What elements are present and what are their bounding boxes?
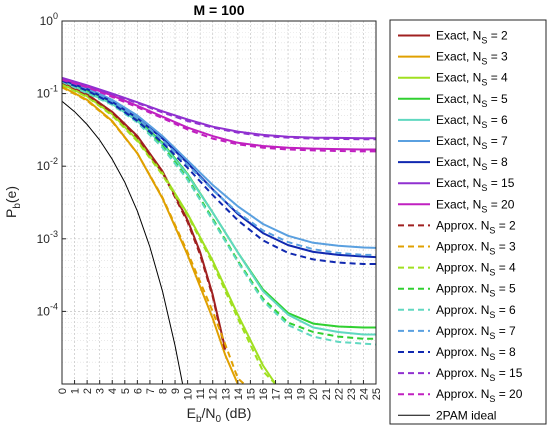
y-tick-label: 10-1 (37, 84, 58, 101)
x-label-mid: /N (202, 405, 216, 421)
x-tick-label: 17 (271, 388, 283, 400)
legend-label-9: Exact, NS = 20 (436, 197, 515, 214)
series-line-15 (61, 78, 376, 256)
legend-label-12: Approx. NS = 4 (436, 261, 516, 278)
legend-label-6: Exact, NS = 7 (436, 134, 508, 151)
x-tick-label: 7 (145, 388, 157, 394)
x-tick-label: 11 (195, 388, 207, 399)
y-label-tail: (e) (3, 186, 19, 203)
x-tick-label: 21 (321, 388, 333, 400)
legend-label-15: Approx. NS = 7 (436, 324, 516, 341)
x-tick-label: 3 (95, 388, 107, 394)
y-tick-label: 100 (40, 11, 58, 28)
legend-label-8: Exact, NS = 15 (436, 176, 515, 193)
legend-label-10: Approx. NS = 2 (436, 218, 516, 235)
legend-label-7: Exact, NS = 8 (436, 155, 508, 172)
x-tick-label: 2 (82, 388, 94, 394)
x-tick-label: 4 (107, 388, 119, 394)
x-tick-label: 13 (220, 388, 232, 400)
x-label-main: E (187, 405, 196, 421)
legend-label-14: Approx. NS = 6 (436, 303, 516, 320)
series-line-12 (61, 83, 277, 385)
y-label-main: P (3, 209, 19, 218)
chart-title: M = 100 (194, 2, 245, 18)
y-tick-label: 10-4 (37, 301, 58, 318)
x-tick-label: 6 (132, 388, 144, 394)
y-tick-label: 10-2 (37, 156, 58, 173)
x-tick-label: 24 (358, 388, 370, 400)
legend: Exact, NS = 2 Exact, NS = 3 Exact, NS = 4 E… (398, 29, 523, 422)
x-tick-label: 18 (283, 388, 295, 400)
x-tick-label: 14 (233, 388, 245, 400)
series-line-11 (61, 86, 245, 385)
legend-label-18: Approx. NS = 20 (436, 387, 523, 404)
legend-label-1: Exact, NS = 2 (436, 29, 508, 46)
x-label-sub1: b (196, 414, 202, 425)
series-line-19 (61, 100, 184, 385)
x-tick-label: 5 (120, 388, 132, 394)
x-axis-label: Eb/N0 (dB) (187, 405, 252, 425)
legend-label-13: Approx. NS = 5 (436, 282, 516, 299)
x-tick-label: 19 (296, 388, 308, 400)
legend-label-2: Exact, NS = 3 (436, 50, 508, 67)
x-tick-label: 23 (346, 388, 358, 400)
legend-label-17: Approx. NS = 15 (436, 366, 523, 383)
legend-label-11: Approx. NS = 3 (436, 240, 516, 257)
x-label-sub2: 0 (216, 414, 222, 425)
x-tick-label: 16 (258, 388, 270, 400)
x-tick-label: 8 (157, 388, 169, 394)
x-tick-label: 10 (183, 388, 195, 400)
y-axis-label: Pb(e) (3, 186, 23, 218)
x-tick-label: 15 (245, 388, 257, 400)
x-tick-label: 1 (70, 388, 82, 394)
legend-label-3: Exact, NS = 4 (436, 71, 508, 88)
y-label-sub: b (12, 203, 23, 209)
series-line-9 (61, 77, 376, 151)
x-label-tail: (dB) (221, 405, 251, 421)
series-layer (61, 76, 377, 385)
x-tick-label: 12 (208, 388, 220, 400)
series-line-17 (61, 77, 376, 141)
legend-label-4: Exact, NS = 5 (436, 92, 508, 109)
x-tick-label: 0 (57, 388, 69, 394)
legend-label-5: Exact, NS = 6 (436, 113, 508, 130)
plot-frame (61, 20, 377, 385)
series-line-7 (61, 78, 377, 259)
x-tick-label: 22 (333, 388, 345, 400)
x-tick-label: 20 (308, 388, 320, 400)
x-tick-label: 9 (170, 388, 182, 394)
series-line-16 (61, 79, 376, 265)
legend-box (389, 19, 547, 425)
y-tick-label: 10-3 (37, 229, 58, 246)
x-tick-label: 25 (371, 388, 383, 400)
legend-label-19: 2PAM ideal (436, 408, 496, 422)
series-line-6 (61, 77, 377, 249)
y-axis: 100 10-1 10-2 10-3 10-4 (37, 11, 66, 318)
series-line-14 (61, 80, 377, 346)
legend-label-16: Approx. NS = 8 (436, 345, 516, 362)
x-axis: 0 1 2 3 4 5 6 7 8 9 10 11 12 13 14 15 16 17 18 19 20 21 22 23 24… (57, 380, 383, 400)
series-line-18 (61, 78, 376, 153)
